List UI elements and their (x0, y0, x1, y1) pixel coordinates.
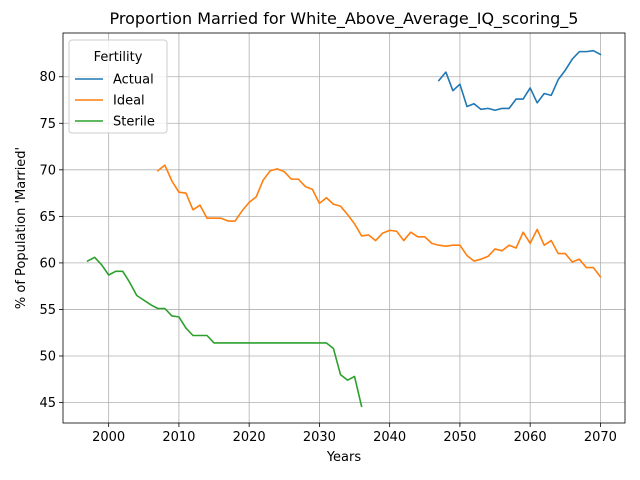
legend-box (68, 39, 168, 134)
legend: Fertility Actual Ideal Sterile (68, 39, 168, 134)
y-tick-label: 65 (39, 210, 56, 225)
x-tick-label: 2000 (92, 430, 125, 445)
x-axis-label: Years (326, 450, 362, 465)
legend-label-ideal: Ideal (113, 94, 145, 109)
axis-ticks: 2000 2010 2020 2030 2040 2050 2060 2070 45 50 55 60… (39, 70, 617, 445)
y-tick-label: 45 (39, 396, 56, 411)
y-axis-label: % of Population 'Married' (14, 147, 29, 309)
series-line-sterile (86, 256, 363, 408)
y-tick-label: 80 (39, 70, 56, 85)
x-tick-label: 2020 (233, 430, 266, 445)
y-tick-label: 75 (39, 117, 56, 132)
y-tick-label: 70 (39, 163, 56, 178)
legend-label-sterile: Sterile (113, 115, 155, 130)
x-tick-label: 2030 (303, 430, 336, 445)
y-tick-label: 60 (39, 256, 56, 271)
x-tick-label: 2060 (514, 430, 547, 445)
plot-frame (62, 32, 626, 424)
legend-label-actual: Actual (113, 73, 154, 88)
legend-title: Fertility (94, 50, 143, 65)
x-tick-label: 2070 (584, 430, 617, 445)
series-line-actual (437, 49, 602, 112)
x-tick-label: 2040 (373, 430, 406, 445)
x-tick-label: 2010 (162, 430, 195, 445)
series-line-ideal (156, 164, 602, 278)
grid (63, 33, 625, 423)
chart-title: Proportion Married for White_Above_Avera… (110, 9, 579, 29)
y-tick-label: 50 (39, 349, 56, 364)
y-tick-label: 55 (39, 303, 56, 318)
x-tick-label: 2050 (443, 430, 476, 445)
legend-entries: Actual Ideal Sterile (75, 73, 155, 130)
series-lines (86, 49, 602, 408)
